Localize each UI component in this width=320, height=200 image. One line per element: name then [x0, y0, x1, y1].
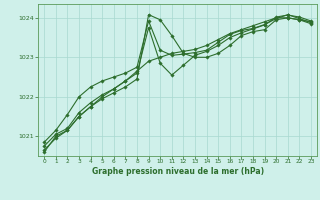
X-axis label: Graphe pression niveau de la mer (hPa): Graphe pression niveau de la mer (hPa) [92, 167, 264, 176]
